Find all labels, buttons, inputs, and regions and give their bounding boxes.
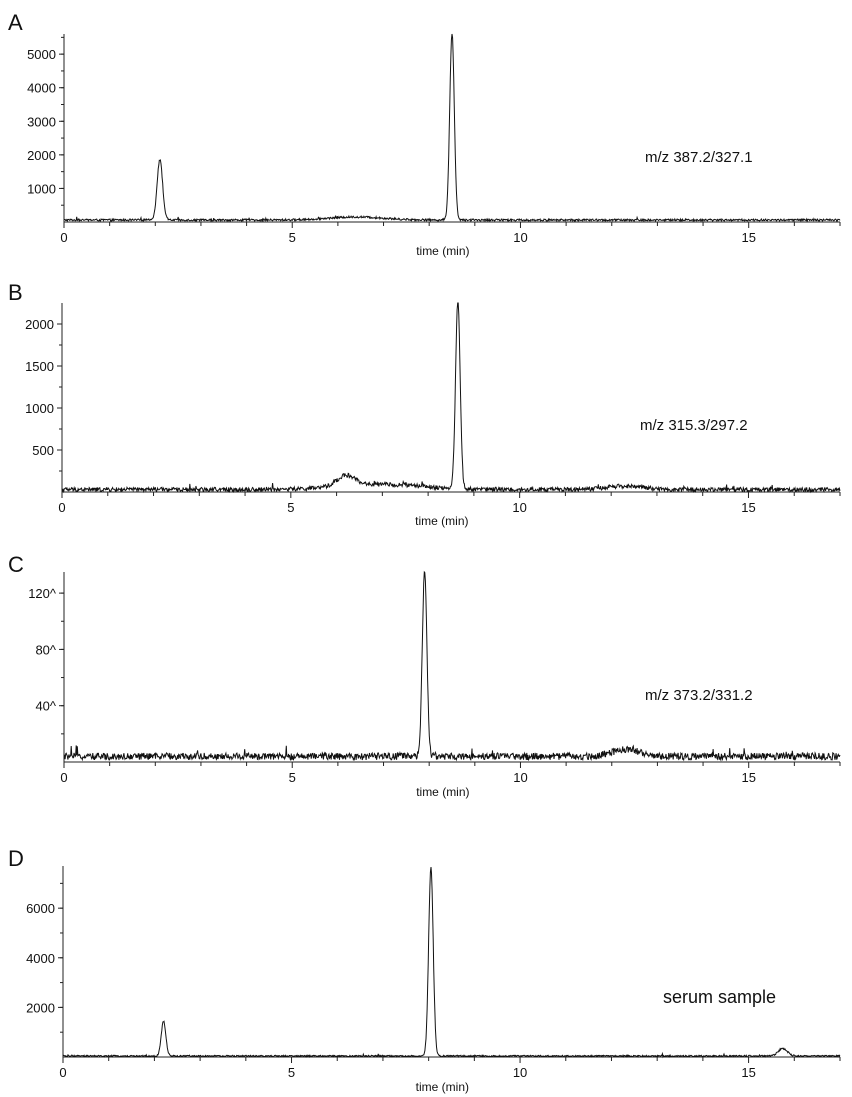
trace-annotation: m/z 315.3/297.2 bbox=[640, 417, 748, 434]
x-axis-title: time (min) bbox=[416, 1080, 469, 1094]
y-tick-label: 1500 bbox=[25, 359, 54, 374]
x-tick-label: 15 bbox=[741, 770, 755, 785]
y-tick-label: 3000 bbox=[27, 114, 56, 129]
x-tick-label: 0 bbox=[60, 230, 67, 245]
x-tick-label: 15 bbox=[741, 230, 755, 245]
x-axis-title: time (min) bbox=[416, 244, 469, 258]
chromatogram-trace-c bbox=[63, 570, 841, 762]
trace-annotation: m/z 373.2/331.2 bbox=[645, 687, 753, 704]
x-tick-label: 5 bbox=[288, 1065, 295, 1080]
y-tick-label: 5000 bbox=[27, 47, 56, 62]
y-tick-label: 80^ bbox=[35, 642, 56, 657]
y-tick-label: 2000 bbox=[27, 148, 56, 163]
y-tick-label: 4000 bbox=[26, 951, 55, 966]
y-tick-label: 40^ bbox=[35, 699, 56, 714]
x-tick-label: 5 bbox=[287, 500, 294, 515]
chart-panel-a: A 1000 2000 3000 4000 5000 0 5 10 15 time (min) m/z… bbox=[8, 10, 841, 258]
trace-annotation: m/z 387.2/327.1 bbox=[645, 149, 753, 166]
chromatogram-trace-b bbox=[61, 302, 841, 494]
y-tick-label: 4000 bbox=[27, 81, 56, 96]
panel-letter: A bbox=[8, 10, 23, 35]
x-tick-label: 10 bbox=[513, 1065, 527, 1080]
y-tick-label: 6000 bbox=[26, 901, 55, 916]
x-tick-label: 10 bbox=[512, 500, 526, 515]
x-tick-label: 0 bbox=[60, 770, 67, 785]
chart-panel-c: C 40^ 80^ 120^ 0 5 10 15 time (min) m/z 373.2/331… bbox=[8, 552, 841, 799]
y-tick-label: 500 bbox=[32, 443, 54, 458]
chromatogram-trace-a bbox=[63, 33, 841, 223]
x-tick-label: 10 bbox=[513, 770, 527, 785]
x-tick-label: 5 bbox=[289, 770, 296, 785]
x-tick-label: 15 bbox=[741, 500, 755, 515]
chart-panel-b: B 500 1000 1500 2000 0 5 10 15 time (min) m/z 315.… bbox=[8, 280, 841, 528]
x-tick-label: 0 bbox=[58, 500, 65, 515]
chart-panel-d: D 2000 4000 6000 0 5 10 15 time (min) serum sampl… bbox=[8, 846, 841, 1094]
x-axis-title: time (min) bbox=[416, 785, 469, 799]
panel-letter: D bbox=[8, 846, 24, 871]
x-tick-label: 5 bbox=[289, 230, 296, 245]
y-tick-label: 120^ bbox=[28, 586, 57, 601]
y-tick-label: 2000 bbox=[26, 1000, 55, 1015]
y-tick-label: 1000 bbox=[25, 401, 54, 416]
panel-letter: B bbox=[8, 280, 23, 305]
chromatogram-trace-d bbox=[62, 866, 841, 1059]
x-axis-title: time (min) bbox=[415, 514, 468, 528]
x-tick-label: 10 bbox=[513, 230, 527, 245]
x-tick-label: 0 bbox=[59, 1065, 66, 1080]
y-tick-label: 2000 bbox=[25, 317, 54, 332]
panel-letter: C bbox=[8, 552, 24, 577]
trace-annotation: serum sample bbox=[663, 987, 776, 1007]
y-tick-label: 1000 bbox=[27, 181, 56, 196]
x-tick-label: 15 bbox=[741, 1065, 755, 1080]
